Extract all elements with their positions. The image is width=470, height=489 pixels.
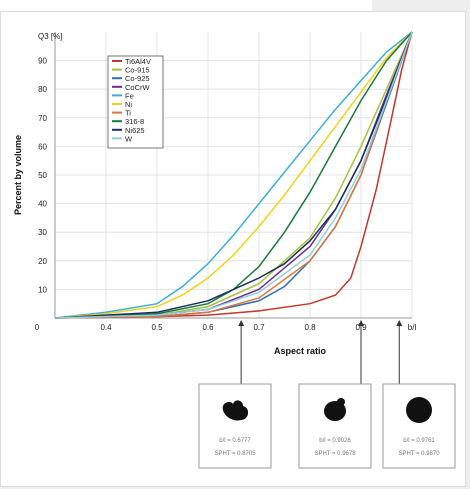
sample-sphericity: SPHT = 0.9870 [398, 451, 440, 457]
sample-arrow-head [396, 320, 403, 326]
sample-sphericity: SPHT = 0.9678 [314, 451, 356, 457]
sample-aspect-ratio: b/l = 0.9026 [319, 438, 351, 444]
y-tick-label: 10 [38, 285, 47, 294]
y-tick-label: 30 [38, 228, 47, 237]
x-axis-label: Aspect ratio [274, 346, 327, 356]
x-tick-label: b/l [408, 323, 417, 332]
series-line-co-915 [54, 31, 413, 319]
legend-entry: 316-8 [125, 117, 144, 126]
sample-aspect-ratio: b/l = 0.6777 [219, 438, 251, 444]
sample-box [298, 383, 372, 469]
legend-entry: Ti6Al4V [125, 57, 151, 66]
particle-shape [406, 397, 432, 423]
x-tick-label: 0.8 [304, 323, 316, 332]
y-tick-label: 50 [38, 171, 47, 180]
x-tick-label: 0.7 [253, 323, 265, 332]
legend-box [107, 55, 164, 149]
series-line-w [54, 31, 413, 319]
x-tick-label: 0 [35, 323, 40, 332]
chart-legend: Ti6Al4VCo-915Co-925CoCrWFeNiTi316-8Ni625… [107, 55, 164, 149]
x-tick-label: 0.4 [100, 323, 112, 332]
y-tick-label: 70 [38, 114, 47, 123]
tab-strip [0, 0, 372, 12]
y-axis-label: Percent by volume [13, 135, 23, 215]
legend-entry: Ti [125, 109, 131, 118]
sample-aspect-ratio: b/l = 0.9761 [403, 438, 435, 444]
y-axis-unit-label: Q3 [%] [38, 32, 62, 41]
x-tick-label: 0.5 [151, 323, 163, 332]
x-tick-label: 0.6 [202, 323, 214, 332]
legend-entry: Fe [125, 91, 134, 100]
y-tick-label: 20 [38, 257, 47, 266]
series-line-fe [54, 31, 413, 319]
y-tick-label: 60 [38, 142, 47, 151]
series-line-ti6al4v [54, 31, 413, 319]
y-tick-label: 80 [38, 85, 47, 94]
y-tick-label: 40 [38, 200, 47, 209]
sample-sphericity: SPHT = 0.8705 [214, 451, 256, 457]
chart-series [54, 31, 413, 319]
legend-entry: Ni [125, 100, 132, 109]
series-line-ni [54, 31, 413, 319]
series-line-316-8 [54, 31, 413, 319]
particle-shape [324, 401, 346, 421]
y-tick-label: 90 [38, 57, 47, 66]
legend-entry: Co-915 [125, 66, 150, 75]
sample-arrow-head [238, 320, 245, 326]
sample-boxes: b/l = 0.6777 SPHT = 0.8705 b/l = 0.9026 SPH… [198, 320, 456, 469]
legend-entry: CoCrW [125, 83, 151, 92]
legend-entry: Ni625 [125, 126, 145, 135]
sample-box [198, 383, 272, 469]
legend-entry: Co-925 [125, 74, 150, 83]
legend-entry: W [125, 134, 133, 143]
particle-shape [222, 400, 249, 421]
sample-arrow-head [358, 320, 364, 326]
particle-shape-bump [337, 398, 345, 406]
series-line-ni625 [54, 31, 413, 319]
